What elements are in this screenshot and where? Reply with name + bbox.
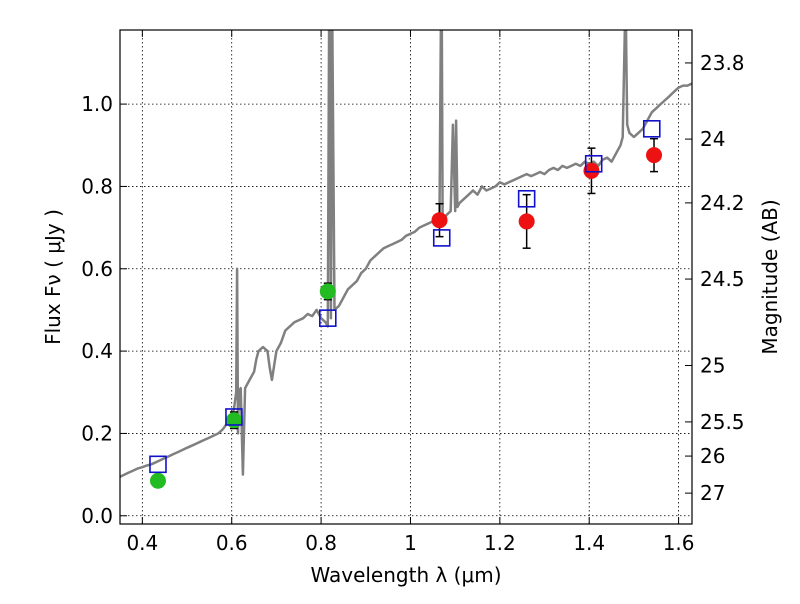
model-point [149,455,167,474]
data-point [319,283,336,300]
x-tick-label: 0.4 [126,531,158,555]
model-point [318,309,337,327]
x-tick-label: 1.2 [484,531,516,555]
right-tick-label: 25 [700,354,725,378]
y-tick-label: 0.2 [81,421,113,445]
y-axis-right-title: Magnitude (AB) [758,199,782,354]
right-tick-label: 23.8 [700,51,745,75]
data-point [583,162,600,179]
data-point [518,213,535,230]
plot-background [120,30,692,524]
grid-lines [120,30,692,524]
right-tick-label: 24 [700,127,725,151]
x-tick-label: 0.6 [216,531,248,555]
x-tick-label: 1.4 [573,531,605,555]
y-tick-label: 1.0 [81,92,113,116]
model-point [517,189,536,208]
model-point [432,229,451,247]
right-tick-label: 24.2 [700,191,745,215]
right-tick-label: 26 [700,444,725,468]
y-tick-label: 0.4 [81,339,113,363]
y-axis-title: Flux Fν ( μJy ) [41,209,65,345]
data-point [149,472,166,489]
model-point [642,120,661,138]
right-tick-label: 25.5 [700,410,745,434]
model-point [225,408,243,426]
y-tick-label: 0.6 [81,257,113,281]
series-markers [149,120,663,489]
model-point [584,154,603,173]
right-tick-label: 27 [700,481,725,505]
axis-ticks: 0.4 0.6 0.8 1 1.2 1.4 1.6 0.0 0.2 0.4 0.6 0.8 1.0 23.… [81,30,745,555]
y-tick-label: 0.8 [81,174,113,198]
data-point [646,147,663,164]
plot-frame [119,29,693,525]
x-tick-label: 0.8 [305,531,337,555]
right-tick-label: 24.5 [700,267,745,291]
x-tick-label: 1.6 [663,531,695,555]
y-tick-label: 0.0 [81,504,113,528]
x-axis-title: Wavelength λ (μm) [310,563,501,587]
x-tick-label: 1 [404,531,417,555]
data-point [431,212,448,229]
